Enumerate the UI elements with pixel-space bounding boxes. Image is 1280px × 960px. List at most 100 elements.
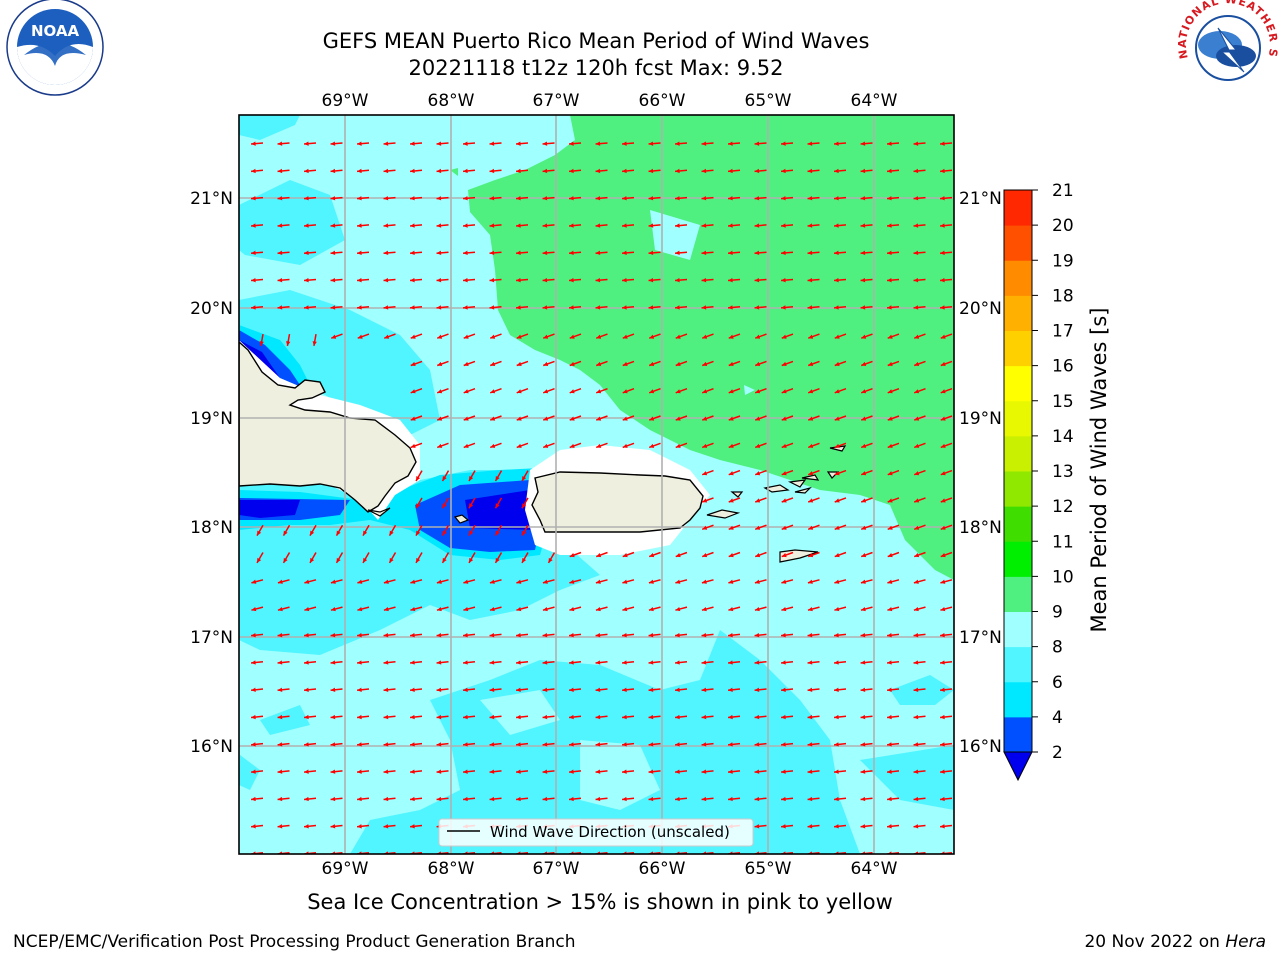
wind-wave-arrowhead: [569, 660, 574, 665]
wind-wave-arrowhead: [543, 416, 549, 421]
wind-wave-arrowhead: [940, 196, 945, 201]
wind-wave-arrowhead: [436, 579, 442, 584]
wind-wave-arrowhead: [860, 769, 866, 774]
wind-wave-arrowhead: [277, 796, 283, 802]
wind-wave-arrowhead: [861, 389, 867, 394]
wind-wave-arrowhead: [622, 141, 627, 146]
wind-wave-arrowhead: [463, 443, 469, 448]
wind-wave-arrowhead: [781, 769, 786, 774]
wind-wave-arrowhead: [304, 141, 309, 146]
wind-wave-arrowhead: [416, 476, 421, 481]
lat-label-left: 17°N: [190, 628, 233, 648]
wind-wave-arrowhead: [330, 223, 336, 228]
wind-wave-arrowhead: [675, 606, 681, 612]
wind-wave-arrowhead: [489, 141, 495, 146]
colorbar-tick-label: 10: [1052, 567, 1074, 587]
wind-wave-arrowhead: [330, 579, 336, 584]
wind-wave-arrowhead: [940, 660, 945, 665]
wind-wave-arrowhead: [330, 714, 336, 720]
wind-wave-arrowhead: [410, 277, 415, 283]
colorbar-segment: [1004, 576, 1032, 612]
wind-wave-arrowhead: [781, 714, 786, 720]
wind-wave-arrowhead: [913, 223, 919, 228]
wind-wave-arrowhead: [436, 168, 442, 174]
wind-wave-arrowhead: [834, 687, 839, 692]
wind-wave-arrowhead: [595, 250, 601, 256]
wind-wave-arrowhead: [304, 606, 310, 612]
wind-wave-arrowhead: [442, 503, 447, 509]
wind-wave-arrowhead: [330, 250, 336, 256]
wind-wave-arrowhead: [436, 277, 442, 283]
wind-wave-arrowhead: [595, 223, 601, 228]
wind-wave-arrowhead: [277, 579, 283, 584]
wind-wave-arrowhead: [834, 660, 839, 665]
wind-wave-arrowhead: [495, 503, 500, 509]
wind-wave-arrowhead: [277, 742, 283, 747]
wind-wave-arrowhead: [516, 389, 522, 394]
wind-wave-arrowhead: [495, 476, 500, 481]
wind-wave-arrowhead: [463, 361, 469, 367]
wind-wave-arrowhead: [701, 796, 707, 802]
wind-wave-arrowhead: [357, 742, 362, 747]
wind-wave-arrowhead: [914, 498, 920, 503]
wind-wave-arrowhead: [887, 141, 892, 146]
wind-wave-arrowhead: [251, 633, 256, 638]
wind-wave-arrowhead: [701, 687, 707, 692]
wind-wave-arrowhead: [569, 389, 575, 394]
wind-wave-arrowhead: [542, 742, 548, 747]
wind-wave-arrowhead: [463, 305, 468, 310]
wind-wave-arrowhead: [304, 796, 309, 802]
wind-wave-arrowhead: [383, 579, 389, 584]
wind-wave-arrowhead: [304, 660, 309, 665]
wind-wave-arrowhead: [490, 389, 496, 394]
wind-wave-arrowhead: [463, 141, 468, 146]
wind-wave-arrowhead: [251, 606, 257, 612]
wind-wave-arrowhead: [331, 334, 337, 339]
wind-wave-arrowhead: [410, 250, 415, 256]
wind-wave-arrowhead: [516, 742, 521, 747]
wind-wave-arrowhead: [675, 796, 680, 802]
wind-wave-arrowhead: [543, 334, 549, 339]
colorbar-tick-label: 4: [1052, 708, 1063, 728]
wind-wave-arrowhead: [940, 687, 945, 692]
wind-wave-arrowhead: [522, 557, 527, 563]
wind-wave-arrowhead: [702, 553, 708, 558]
wind-wave-arrowhead: [542, 714, 548, 720]
wind-wave-arrowhead: [648, 579, 654, 584]
wind-wave-arrowhead: [330, 769, 336, 774]
wind-wave-arrowhead: [648, 196, 654, 201]
wind-wave-arrowhead: [330, 606, 336, 612]
wind-wave-arrowhead: [860, 633, 866, 638]
wind-wave-arrowhead: [622, 250, 627, 256]
wind-wave-arrowhead: [887, 168, 892, 174]
wind-wave-arrowhead: [728, 223, 733, 228]
wind-wave-arrowhead: [622, 277, 627, 283]
wind-wave-arrowhead: [728, 196, 733, 201]
wind-wave-arrowhead: [781, 498, 787, 503]
wind-wave-arrowhead: [887, 443, 893, 448]
wind-wave-arrowhead: [330, 824, 336, 829]
wind-wave-arrowhead: [781, 796, 786, 802]
footer-machine: Hera: [1225, 932, 1266, 952]
wind-wave-arrowhead: [861, 443, 867, 448]
wind-wave-arrowhead: [416, 557, 421, 563]
wind-wave-arrowhead: [887, 769, 892, 774]
wind-wave-arrowhead: [861, 498, 867, 503]
wind-wave-arrowhead: [834, 633, 839, 638]
wind-wave-arrowhead: [781, 334, 787, 339]
colorbar-segment: [1004, 471, 1032, 507]
wind-wave-arrowhead: [251, 277, 256, 283]
wind-wave-arrowhead: [860, 606, 866, 612]
wind-wave-arrowhead: [834, 277, 839, 283]
wind-wave-arrowhead: [251, 305, 256, 310]
wind-wave-arrowhead: [437, 334, 443, 339]
wind-wave-arrowhead: [410, 305, 415, 310]
svg-text:NATIONAL WEATHER SERVICE: NATIONAL WEATHER SERVICE: [0, 0, 1280, 60]
wind-wave-arrowhead: [807, 250, 813, 256]
wind-wave-arrowhead: [251, 579, 257, 584]
wind-wave-arrowhead: [887, 742, 892, 747]
wind-wave-arrowhead: [463, 769, 468, 774]
wind-wave-arrowhead: [463, 606, 469, 612]
wind-wave-arrowhead: [463, 168, 468, 174]
wind-wave-arrowhead: [277, 168, 283, 174]
